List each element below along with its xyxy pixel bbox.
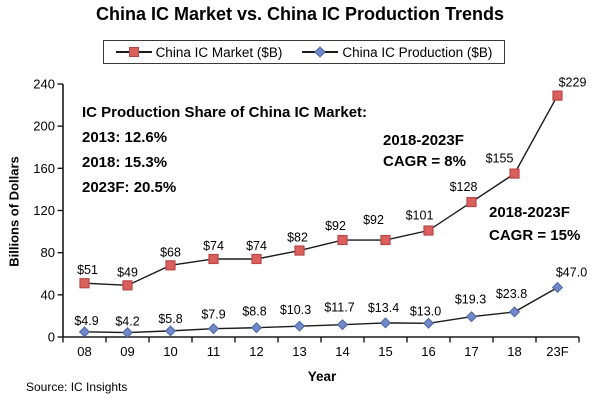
data-point-square <box>294 245 305 256</box>
y-tick-label: 0 <box>48 330 55 345</box>
data-point-diamond <box>78 326 91 338</box>
data-label: $4.2 <box>115 315 139 329</box>
annotation-cagr-production: 2018-2023F CAGR = 15% <box>489 201 580 247</box>
legend-label-market: China IC Market ($B) <box>155 44 283 60</box>
data-point-diamond <box>508 306 521 318</box>
data-label: $101 <box>406 209 434 223</box>
data-label: $11.7 <box>324 301 354 315</box>
y-tick-label: 160 <box>33 161 55 176</box>
data-point-diamond <box>551 281 564 294</box>
annotation-share-2013: 2013: 12.6% <box>82 129 168 146</box>
x-tick-label: 08 <box>77 344 91 359</box>
annotation-cagr-market: 2018-2023F CAGR = 8% <box>383 130 466 172</box>
data-point-diamond <box>207 323 220 335</box>
data-point-diamond <box>422 317 435 329</box>
data-label: $92 <box>363 213 384 227</box>
data-label: $128 <box>450 180 478 194</box>
annotation-share-2018: 2018: 15.3% <box>82 154 168 171</box>
x-tick-label: 23F <box>546 344 568 359</box>
x-tick-label: 09 <box>120 344 134 359</box>
x-tick-label: 17 <box>464 344 478 359</box>
cagr-production-range: 2018-2023F <box>489 204 570 221</box>
data-label: $13.4 <box>368 301 399 315</box>
x-axis-title: Year <box>307 369 337 384</box>
cagr-market-value: CAGR = 8% <box>383 153 466 170</box>
y-tick-label: 200 <box>33 119 55 134</box>
data-point-diamond <box>121 326 134 339</box>
data-label: $7.9 <box>201 308 225 322</box>
y-tick-label: 240 <box>33 77 55 92</box>
data-label: $51 <box>77 263 98 277</box>
y-tick-label: 40 <box>41 287 55 302</box>
y-tick-label: 80 <box>41 245 55 260</box>
annotation-share-2023: 2023F: 20.5% <box>82 179 177 196</box>
legend-item-production: China IC Production ($B) <box>302 45 492 60</box>
data-label: $68 <box>160 245 181 259</box>
legend: China IC Market ($B) China IC Production… <box>103 40 505 64</box>
data-point-square <box>466 196 477 208</box>
data-point-square <box>337 234 348 246</box>
data-point-diamond <box>336 319 349 331</box>
data-point-square <box>79 278 90 289</box>
data-point-square <box>122 280 133 291</box>
y-axis-title: Billions of Dollars <box>6 156 22 267</box>
market-square-marker-icon <box>115 46 152 58</box>
data-label: $19.3 <box>455 293 486 307</box>
data-point-diamond <box>379 317 392 329</box>
data-label: $74 <box>203 239 224 253</box>
data-label: $13.0 <box>410 304 441 318</box>
x-tick-label: 13 <box>292 344 306 359</box>
chart-title: China IC Market vs. China IC Production … <box>95 4 505 24</box>
y-tick-label: 120 <box>33 203 55 218</box>
data-point-diamond <box>465 311 478 323</box>
x-tick-label: 11 <box>207 344 221 359</box>
data-point-square <box>165 260 176 271</box>
data-point-square <box>552 90 563 101</box>
data-point-diamond <box>293 320 306 332</box>
x-tick-label: 18 <box>507 344 521 359</box>
axes: 0 40 80 120 160 200 240 08 09 10 11 12 13 14 15 16 17 18 2… <box>33 77 580 359</box>
source-credit: Source: IC Insights <box>26 380 128 394</box>
annotation-share-title: IC Production Share of China IC Market: <box>82 104 368 121</box>
x-tick-label: 16 <box>421 344 435 359</box>
data-label: $23.8 <box>496 287 527 301</box>
data-point-square <box>208 253 219 265</box>
cagr-market-range: 2018-2023F <box>383 132 464 149</box>
data-label: $155 <box>486 152 514 166</box>
data-label: $5.8 <box>158 312 182 326</box>
cagr-production-value: CAGR = 15% <box>489 227 581 244</box>
data-label: $49 <box>117 265 138 279</box>
data-point-square <box>509 168 520 179</box>
series-production: $4.9 $4.2 $5.8 $7.9 $8.8 $10.3 $11.7 $13.4 $13.0… <box>74 265 587 339</box>
data-label: $92 <box>325 219 346 233</box>
data-label: $229 <box>559 76 587 90</box>
data-label: $74 <box>246 239 267 253</box>
data-point-diamond <box>164 325 177 337</box>
data-point-square <box>380 234 391 246</box>
series-market: $51 $49 $68 $74 $74 $82 $92 $92 $101 $128 $155 $229 <box>77 76 587 291</box>
data-point-square <box>251 253 262 265</box>
data-label: $82 <box>287 231 308 245</box>
x-tick-label: 10 <box>163 344 177 359</box>
data-label: $47.0 <box>556 265 587 279</box>
data-point-square <box>423 225 434 236</box>
x-tick-label: 14 <box>335 344 349 359</box>
data-label: $4.9 <box>74 314 98 328</box>
x-tick-label: 15 <box>378 344 392 359</box>
data-point-diamond <box>250 322 263 334</box>
data-label: $10.3 <box>280 303 311 317</box>
annotation-production-share: IC Production Share of China IC Market: … <box>82 100 367 200</box>
production-diamond-marker-icon <box>302 46 339 58</box>
legend-item-market: China IC Market ($B) <box>115 44 283 60</box>
data-label: $8.8 <box>242 305 266 319</box>
x-tick-label: 12 <box>249 344 263 359</box>
legend-label-production: China IC Production ($B) <box>342 44 493 60</box>
